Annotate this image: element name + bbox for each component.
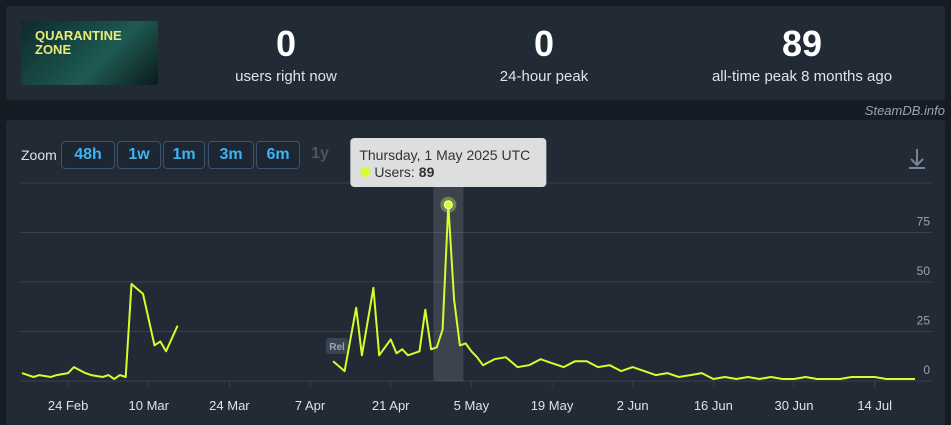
stat: 0 users right now [176,23,396,86]
y-tick-label: 25 [917,314,931,328]
zoom-button[interactable]: 1y [311,145,329,162]
zoom-label: Zoom [21,147,57,163]
zoom-button[interactable]: 48h [61,141,115,169]
download-icon [909,149,925,169]
annotation-box [326,338,348,354]
zoom-button[interactable]: 1m [163,141,205,169]
x-tick-label: 2 Jun [617,398,649,413]
header-panel: QUARANTINE ZONE 0 users right now 0 24-hou… [6,6,945,100]
stat-value: 0 [533,23,555,64]
game-image[interactable]: QUARANTINE ZONE [21,21,158,85]
line [21,203,915,380]
stat-label: all-time peak 8 months ago [711,68,893,85]
hover-point [443,200,453,210]
x-tick-label: 7 Apr [295,398,326,413]
annotation: Rel [326,338,348,354]
zoom-button[interactable]: 3m [208,141,254,169]
stat: 89 all-time peak 8 months ago [692,23,912,86]
annotation-text: Rel [329,342,345,353]
tooltip-label: Users: [374,164,414,180]
zoom-button[interactable]: 6m [256,141,300,169]
tooltip-date: Thursday, 1 May 2025 UTC [359,147,530,163]
tooltip-swatch [360,167,371,177]
x-tick-label: 5 May [454,398,490,413]
y-tick-label: 0 [923,363,930,377]
stat-label: users right now [235,68,337,85]
x-tick-label: 10 Mar [129,398,170,413]
x-tick-label: 24 Feb [48,398,88,413]
stat-value: 89 [781,23,823,64]
tooltip-box [350,138,547,187]
stat: 0 24-hour peak [434,23,654,86]
attribution[interactable]: SteamDB.info [864,103,945,118]
x-tick-label: 16 Jun [694,398,733,413]
tooltip-text: Users: 89 [374,164,434,180]
y-tick-label: 50 [917,264,931,278]
x-tick-label: 19 May [531,398,574,413]
stat-label: 24-hour peak [499,68,589,85]
stat-value: 0 [275,23,297,64]
tooltip-value: 89 [419,164,435,180]
y-tick-label: 75 [917,215,931,229]
zoom-button[interactable]: 1w [117,141,161,169]
x-tick-label: 24 Mar [209,398,250,413]
download-button[interactable] [909,149,925,169]
x-tick-label: 21 Apr [372,398,410,413]
x-tick-label: 14 Jul [857,398,892,413]
x-tick-label: 30 Jun [774,398,813,413]
